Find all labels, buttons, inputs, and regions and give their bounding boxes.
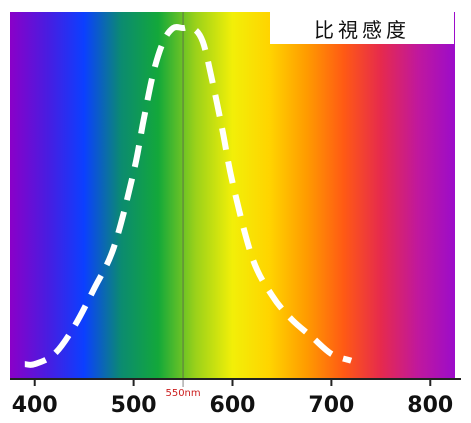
- chart-title: 比視感度: [314, 17, 410, 42]
- x-tick-label-800: 800: [407, 393, 453, 418]
- x-tick-label-400: 400: [12, 393, 58, 418]
- x-tick-label-600: 600: [210, 393, 256, 418]
- x-tick-label-500: 500: [111, 393, 157, 418]
- 550nm-marker-label: 550nm: [165, 388, 200, 399]
- title-box: 比視感度: [270, 12, 454, 44]
- spectrum-background: [10, 12, 455, 378]
- x-tick-label-700: 700: [308, 393, 354, 418]
- luminosity-curve: [24, 23, 353, 368]
- x-axis-ticks: 400 500 600 700 800: [12, 379, 453, 418]
